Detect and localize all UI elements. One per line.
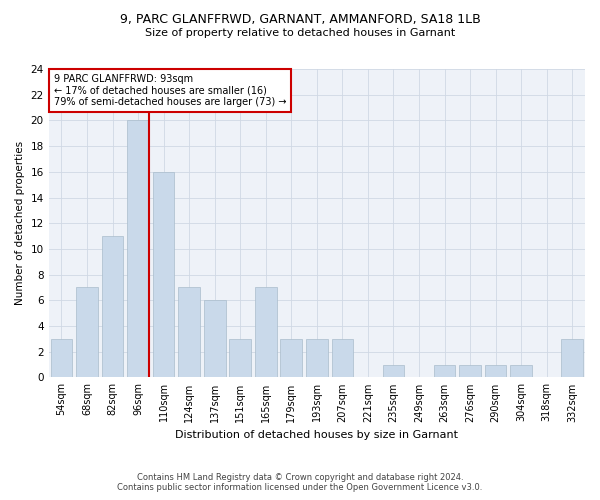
Bar	[306, 339, 328, 378]
Bar	[383, 364, 404, 378]
Bar	[127, 120, 149, 378]
Bar	[562, 339, 583, 378]
Bar	[101, 236, 124, 378]
Bar	[459, 364, 481, 378]
Text: Contains HM Land Registry data © Crown copyright and database right 2024.
Contai: Contains HM Land Registry data © Crown c…	[118, 473, 482, 492]
Bar	[332, 339, 353, 378]
Text: 9 PARC GLANFFRWD: 93sqm
← 17% of detached houses are smaller (16)
79% of semi-de: 9 PARC GLANFFRWD: 93sqm ← 17% of detache…	[54, 74, 287, 107]
Bar	[204, 300, 226, 378]
Bar	[280, 339, 302, 378]
Bar	[178, 288, 200, 378]
Bar	[76, 288, 98, 378]
Bar	[510, 364, 532, 378]
Bar	[434, 364, 455, 378]
Text: 9, PARC GLANFFRWD, GARNANT, AMMANFORD, SA18 1LB: 9, PARC GLANFFRWD, GARNANT, AMMANFORD, S…	[119, 12, 481, 26]
Y-axis label: Number of detached properties: Number of detached properties	[15, 141, 25, 306]
Bar	[485, 364, 506, 378]
Text: Size of property relative to detached houses in Garnant: Size of property relative to detached ho…	[145, 28, 455, 38]
Bar	[255, 288, 277, 378]
Bar	[153, 172, 175, 378]
Bar	[229, 339, 251, 378]
Bar	[50, 339, 72, 378]
X-axis label: Distribution of detached houses by size in Garnant: Distribution of detached houses by size …	[175, 430, 458, 440]
